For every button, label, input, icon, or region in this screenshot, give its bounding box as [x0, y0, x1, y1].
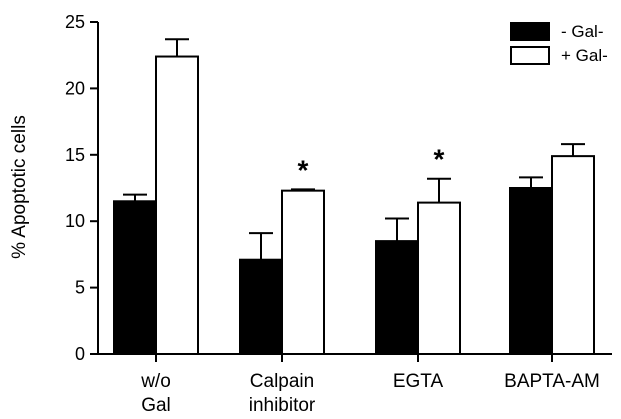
bars: * *: [113, 38, 595, 356]
significance-marker: *: [298, 154, 309, 185]
bar: [551, 155, 595, 355]
y-tick-label: 15: [65, 145, 85, 165]
legend-label: + Gal-: [561, 46, 608, 65]
x-axis: w/o Gal Calpain inhibitor EGTA BAPTA-AM: [98, 353, 612, 416]
legend-swatch: [510, 22, 550, 41]
x-tick-label: BAPTA-AM: [504, 371, 600, 392]
y-tick-label: 5: [75, 278, 85, 298]
bar: [417, 201, 461, 355]
bar: [239, 258, 283, 356]
x-tick-label: Gal: [141, 395, 171, 416]
x-tick-label: EGTA: [393, 371, 444, 392]
y-tick-label: 25: [65, 12, 85, 32]
significance-marker: *: [434, 144, 445, 175]
y-tick-label: 20: [65, 78, 85, 98]
bar: [113, 200, 157, 355]
x-tick-label: Calpain: [250, 371, 314, 392]
legend: - Gal- + Gal-: [510, 22, 608, 65]
bar: [281, 189, 325, 355]
y-axis-title: % Apoptotic cells: [9, 115, 30, 259]
bar: [375, 240, 419, 355]
y-axis: 0 5 10 15 20 25: [65, 12, 99, 364]
bar: [155, 55, 199, 355]
legend-swatch: [510, 46, 550, 65]
x-tick-label: w/o: [140, 371, 171, 392]
y-tick-label: 10: [65, 211, 85, 231]
x-tick-label: inhibitor: [249, 395, 316, 416]
legend-label: - Gal-: [561, 22, 604, 41]
y-tick-label: 0: [75, 344, 85, 364]
bar: [509, 187, 553, 355]
